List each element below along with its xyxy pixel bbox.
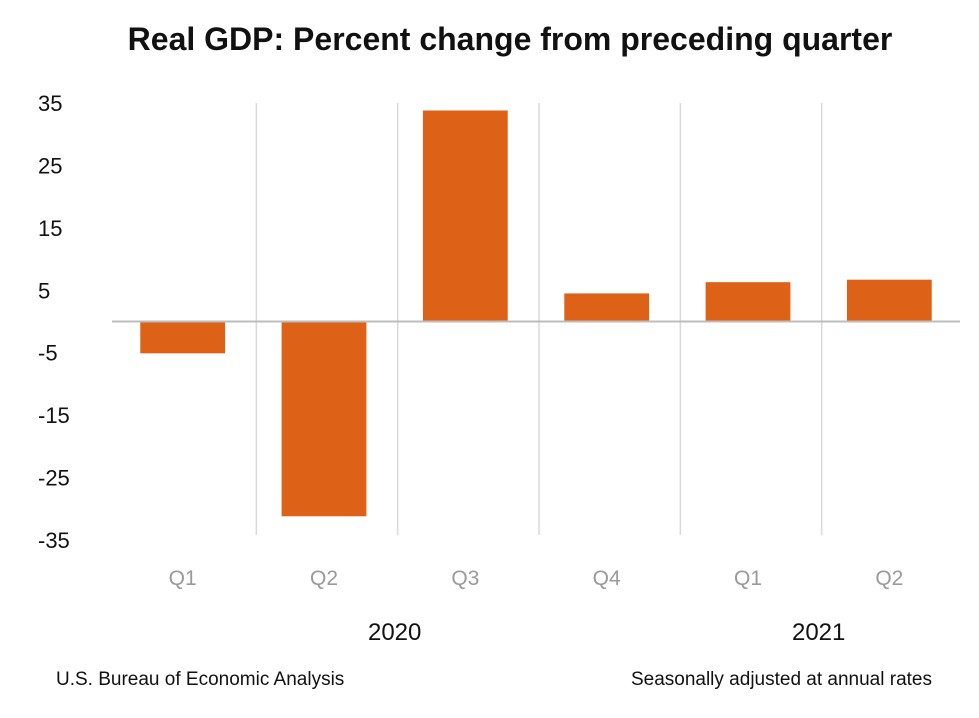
x-tick-label: Q4 xyxy=(593,567,621,590)
x-tick-label: Q3 xyxy=(451,567,479,590)
year-label: 2020 xyxy=(368,619,421,646)
source-note: U.S. Bureau of Economic Analysis xyxy=(56,669,344,690)
grid-lines xyxy=(255,103,823,535)
bar xyxy=(140,321,226,354)
y-tick-labels: 35 25 15 5 -5 -15 -25 -35 xyxy=(38,91,70,553)
x-tick-label: Q2 xyxy=(310,567,338,590)
year-label: 2021 xyxy=(792,619,845,646)
bars xyxy=(140,110,932,517)
y-tick-label: 25 xyxy=(38,153,62,178)
x-tick-label: Q1 xyxy=(734,567,762,590)
y-tick-label: -35 xyxy=(38,528,70,553)
x-tick-labels: Q1 Q2 Q3 Q4 Q1 Q2 xyxy=(169,567,904,590)
x-tick-label: Q1 xyxy=(169,567,197,590)
y-tick-label: -5 xyxy=(38,341,58,366)
x-tick-label: Q2 xyxy=(875,567,903,590)
y-tick-label: 5 xyxy=(38,278,50,303)
bar xyxy=(564,293,650,322)
y-tick-label: -25 xyxy=(38,466,70,491)
bar xyxy=(422,110,508,322)
y-tick-label: -15 xyxy=(38,403,70,428)
chart-title: Real GDP: Percent change from preceding … xyxy=(128,21,893,57)
year-labels: 2020 2021 xyxy=(368,619,845,646)
y-tick-label: 15 xyxy=(38,216,62,241)
bar xyxy=(705,282,791,322)
bar xyxy=(846,279,932,322)
adjustment-note: Seasonally adjusted at annual rates xyxy=(631,669,932,690)
bar xyxy=(281,321,367,517)
y-tick-label: 35 xyxy=(38,91,62,116)
